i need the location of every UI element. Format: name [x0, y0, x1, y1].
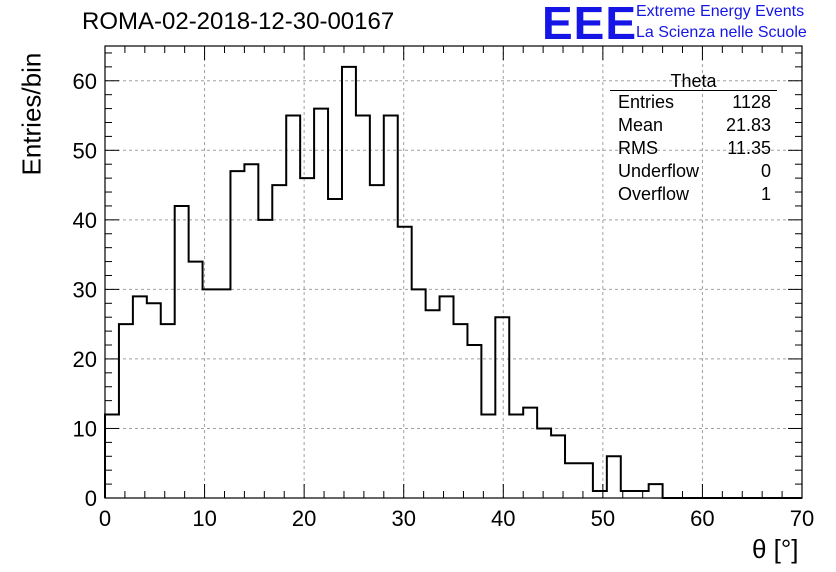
y-tick-label: 10: [73, 416, 97, 441]
histogram-bin: [565, 463, 579, 498]
histogram-line: [104, 65, 802, 499]
histogram-bin: [175, 206, 189, 498]
x-tick-label: 20: [292, 506, 316, 531]
histogram-bin: [119, 324, 133, 498]
histogram-bin: [272, 185, 286, 498]
histogram-bin: [328, 199, 342, 498]
histogram-bin: [649, 484, 663, 498]
histogram-bin: [161, 324, 175, 498]
y-tick-label: 30: [73, 277, 97, 302]
histogram-bin: [454, 324, 468, 498]
stats-label: Mean: [618, 115, 664, 135]
stats-label: Entries: [618, 92, 675, 112]
y-tick-label: 60: [73, 69, 97, 94]
stats-box: Theta Entries 1128 Mean 21.83 RMS 11.35 Und…: [610, 72, 777, 206]
y-tick-label: 20: [73, 347, 97, 372]
histogram-bin: [579, 463, 593, 498]
logo-subtitle-1: Extreme Energy Events: [636, 3, 805, 20]
x-tick-label: 40: [491, 506, 515, 531]
x-axis-label: θ [°]: [752, 534, 799, 564]
histogram-bin: [635, 491, 649, 498]
y-tick-label: 50: [73, 138, 97, 163]
stats-value: 21.83: [725, 115, 771, 135]
eee-logo: EEE: [542, 0, 638, 49]
histogram-bin: [300, 178, 314, 498]
histogram-bin: [412, 289, 426, 498]
x-tick-label: 70: [790, 506, 814, 531]
histogram-bin: [370, 185, 384, 498]
y-tick-label: 0: [85, 486, 97, 511]
stats-box-title: Theta: [610, 72, 777, 91]
histogram-bin: [217, 289, 231, 498]
histogram-bin: [398, 227, 412, 498]
histogram-bin: [481, 415, 495, 498]
logo-subtitle-2: La Scienza nelle Scuole: [636, 24, 807, 41]
histogram-bin: [537, 428, 551, 498]
stats-label: Underflow: [618, 161, 700, 181]
x-tick-label: 60: [690, 506, 714, 531]
histogram-bin: [244, 164, 258, 498]
histogram-bin: [314, 109, 328, 498]
stats-value: 1: [760, 184, 771, 204]
histogram-bin: [342, 67, 356, 498]
histogram-bin: [440, 296, 454, 498]
histogram-bin: [133, 296, 147, 498]
x-tick-label: 0: [99, 506, 111, 531]
x-tick-label: 30: [391, 506, 415, 531]
chart-title: ROMA-02-2018-12-30-00167: [82, 8, 395, 35]
stats-row-overflow: Overflow 1: [610, 183, 777, 206]
stats-row-mean: Mean 21.83: [610, 114, 777, 137]
plot-frame: [104, 45, 803, 499]
histogram-bin: [509, 415, 523, 498]
stats-row-underflow: Underflow 0: [610, 160, 777, 183]
histogram-bin: [258, 220, 272, 498]
histogram-bin: [495, 317, 509, 498]
histogram-bin: [147, 303, 161, 498]
histogram-bin: [356, 116, 370, 498]
histogram-bin: [467, 345, 481, 498]
histogram-bin: [523, 408, 537, 498]
x-tick-label: 10: [192, 506, 216, 531]
stats-row-rms: RMS 11.35: [610, 137, 777, 160]
histogram-bin: [384, 116, 398, 498]
y-axis-label: Entries/bin: [16, 52, 47, 176]
histogram-bin: [286, 116, 300, 498]
histogram-bin: [593, 491, 607, 498]
histogram-bin: [607, 456, 621, 498]
y-tick-label: 40: [73, 208, 97, 233]
histogram-bin: [426, 310, 440, 498]
stats-value: 1128: [732, 92, 771, 112]
stats-label: RMS: [618, 138, 658, 158]
stats-row-entries: Entries 1128: [610, 91, 777, 114]
x-tick-label: 50: [591, 506, 615, 531]
stats-value: 0: [760, 161, 771, 181]
stats-value: 11.35: [727, 138, 771, 158]
histogram-bin: [189, 262, 203, 498]
histogram-bin: [551, 435, 565, 498]
stats-label: Overflow: [618, 184, 690, 204]
